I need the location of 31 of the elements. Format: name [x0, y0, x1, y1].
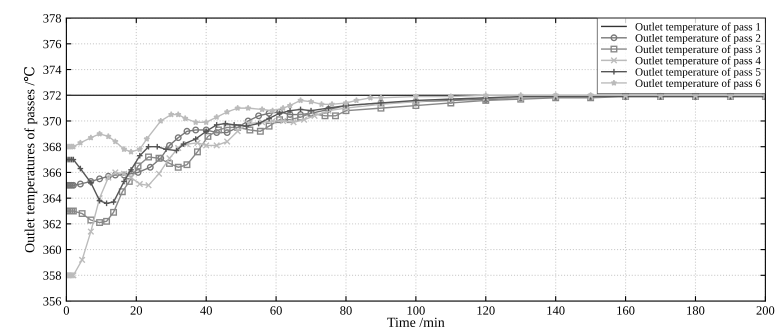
- y-tick-label: 376: [43, 40, 62, 48]
- y-tick-label: 360: [43, 246, 62, 254]
- legend-label: Outlet temperature of pass 6: [636, 79, 761, 90]
- y-tick-label: 378: [43, 14, 62, 23]
- x-tick-label: 100: [408, 306, 425, 315]
- y-tick-label: 372: [43, 91, 61, 100]
- x-tick-label: 140: [547, 306, 565, 315]
- legend-label: Outlet temperature of pass 3: [636, 45, 760, 56]
- x-tick-label: 160: [617, 306, 634, 315]
- legend-label: Outlet temperature of pass 5: [636, 68, 760, 78]
- y-tick-label: 356: [43, 297, 62, 306]
- legend-label: Outlet temperature of pass 4: [636, 56, 761, 67]
- x-tick-label: 200: [756, 306, 774, 315]
- x-tick-label: 80: [340, 306, 352, 315]
- legend-label: Outlet temperature of pass 1: [636, 22, 760, 33]
- x-tick-label: 180: [687, 306, 704, 315]
- y-tick-label: 358: [43, 271, 62, 280]
- x-tick-label: 60: [270, 306, 282, 315]
- y-tick-label: 370: [43, 117, 62, 126]
- legend-label: Outlet temperature of pass 2: [636, 34, 760, 44]
- y-tick-label: 366: [43, 168, 62, 177]
- x-axis-title: Time /min: [387, 318, 445, 328]
- y-tick-label: 374: [43, 66, 62, 74]
- y-tick-label: 364: [43, 194, 62, 203]
- x-tick-label: 20: [130, 306, 142, 315]
- y-tick-label: 362: [43, 220, 61, 228]
- x-tick-label: 0: [64, 306, 70, 315]
- x-tick-label: 40: [200, 306, 212, 315]
- x-tick-label: 120: [478, 306, 495, 315]
- y-axis-title: Outlet temperatures of passes /℃: [24, 67, 38, 252]
- y-tick-label: 368: [43, 142, 62, 152]
